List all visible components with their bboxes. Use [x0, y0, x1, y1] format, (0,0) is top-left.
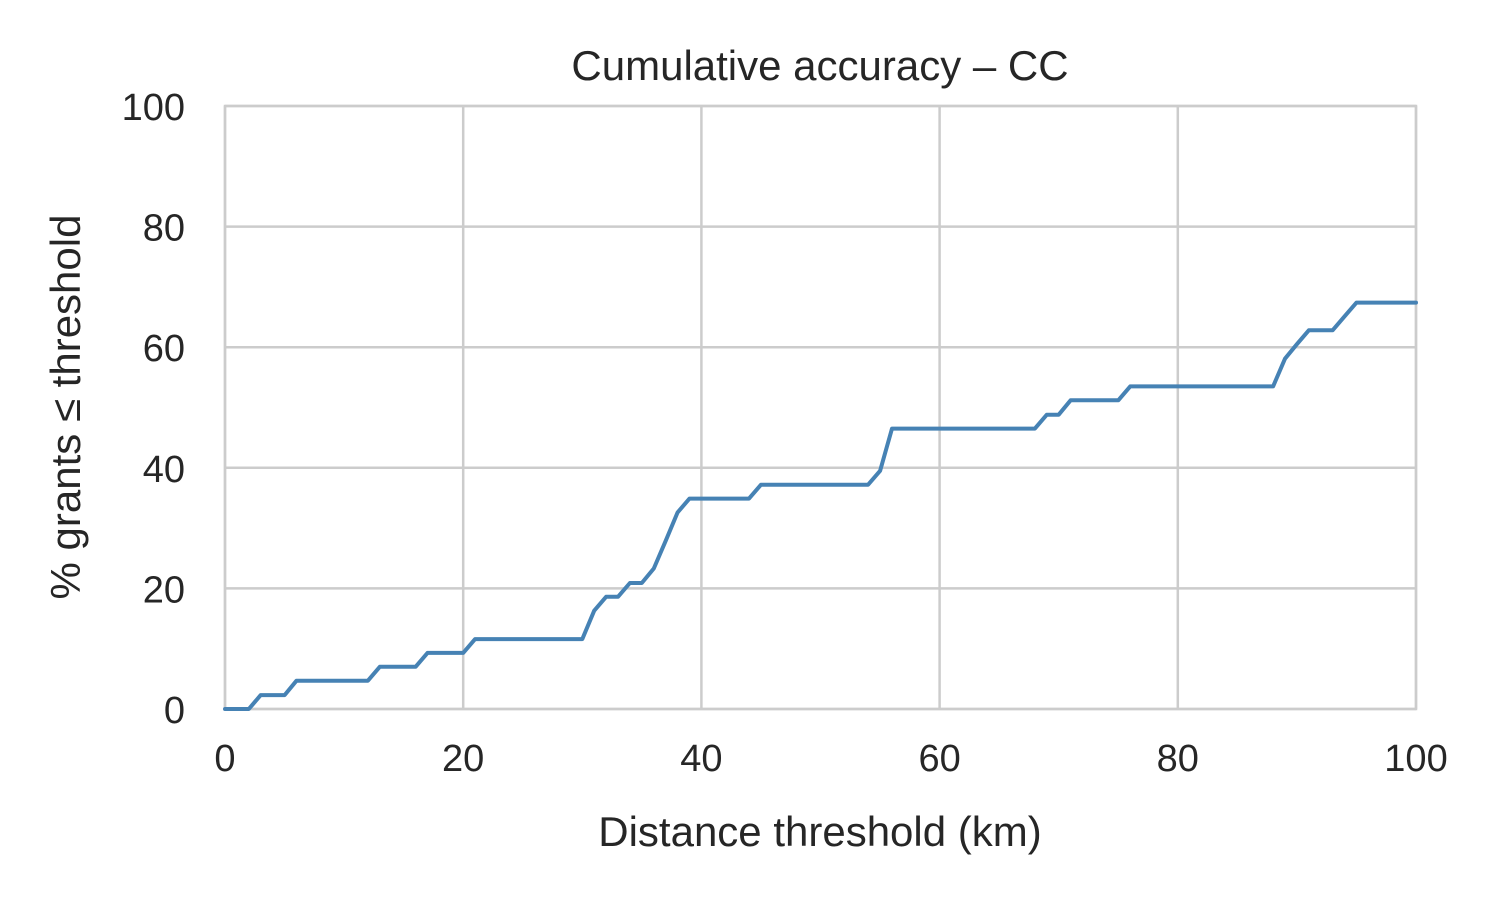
y-ticks: 0 20 40 60 80 100: [122, 87, 185, 732]
x-tick-label: 60: [918, 738, 960, 780]
series-line-0: [223, 300, 1418, 711]
x-tick-label: 80: [1157, 738, 1199, 780]
y-tick-label: 40: [143, 449, 185, 491]
x-ticks: 0 20 40 60 80 100: [214, 738, 1447, 780]
series-group: [223, 300, 1418, 711]
y-tick-label: 80: [143, 208, 185, 250]
y-tick-label: 100: [122, 87, 185, 129]
plot-frame: [223, 104, 1418, 711]
x-axis-label: Distance threshold (km): [598, 808, 1041, 855]
x-tick-label: 0: [214, 738, 235, 780]
y-tick-label: 0: [164, 690, 185, 732]
grid: [223, 104, 1418, 711]
x-tick-label: 100: [1384, 738, 1447, 780]
y-axis-label: % grants ≤ threshold: [42, 215, 89, 600]
chart-title: Cumulative accuracy – CC: [571, 42, 1068, 89]
x-tick-label: 40: [680, 738, 722, 780]
y-tick-label: 20: [143, 569, 185, 611]
x-tick-label: 20: [442, 738, 484, 780]
y-tick-label: 60: [143, 328, 185, 370]
